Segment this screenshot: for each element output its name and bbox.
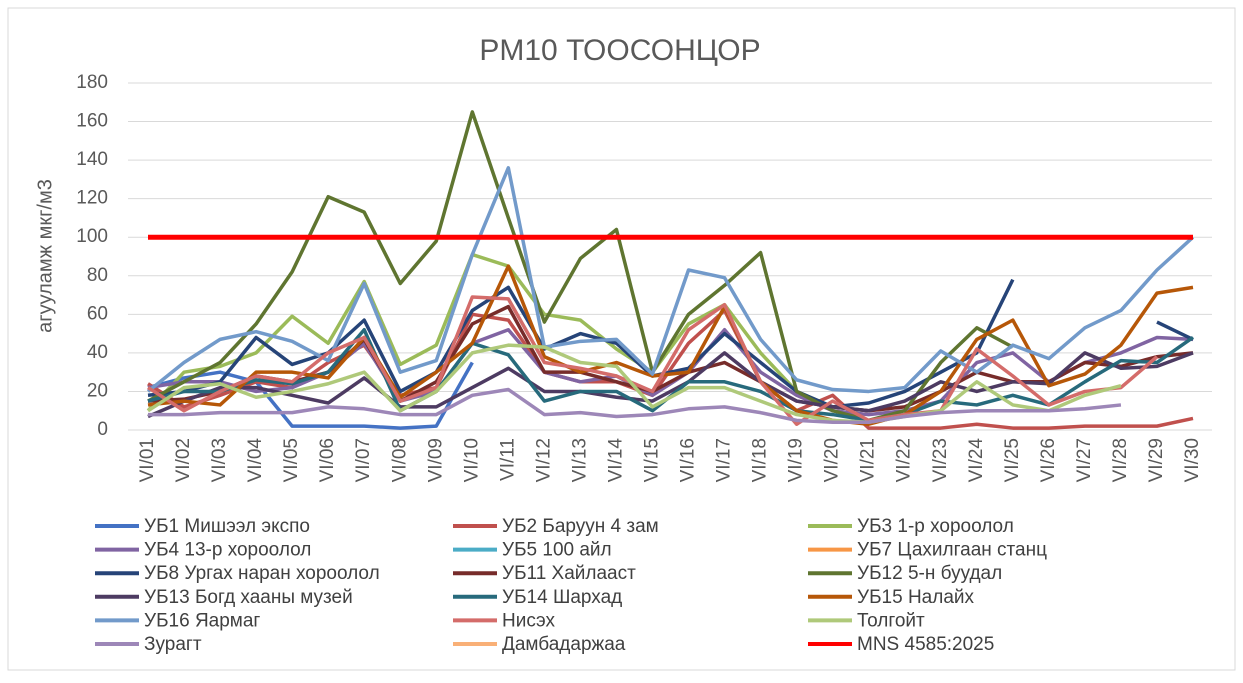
x-tick-label: VI/06 xyxy=(317,438,338,482)
series-line xyxy=(147,308,1194,430)
legend-label: УБ16 Яармаг xyxy=(144,610,260,631)
y-tick-label: 20 xyxy=(87,380,108,401)
series-line xyxy=(147,264,1194,426)
y-tick-label: 100 xyxy=(76,226,108,247)
x-tick-label: VI/23 xyxy=(930,438,951,482)
x-tick-label: VI/09 xyxy=(425,438,446,482)
x-tick-label: VI/18 xyxy=(750,438,771,482)
legend-label: Зурагт xyxy=(144,634,202,655)
x-tick-label: VI/12 xyxy=(533,438,554,482)
x-tick-label: VI/15 xyxy=(641,438,662,482)
x-tick-label: VI/26 xyxy=(1038,438,1059,482)
series-line xyxy=(1156,320,1194,341)
x-tick-label: VI/11 xyxy=(497,438,518,481)
x-tick-label: VI/04 xyxy=(245,438,266,483)
legend-label: УБ13 Богд хааны музей xyxy=(144,587,353,608)
legend-label: Нисэх xyxy=(502,610,556,631)
legend-label: УБ14 Шархад xyxy=(502,587,622,608)
legend-label: Толгойт xyxy=(857,610,925,631)
x-tick-label: VI/30 xyxy=(1182,438,1203,482)
y-tick-label: 0 xyxy=(97,419,108,440)
series-line xyxy=(147,343,1122,425)
x-tick-label: VI/19 xyxy=(786,438,807,482)
chart-title: PM10 ТООСОНЦОР xyxy=(479,34,760,67)
y-tick-label: 180 xyxy=(76,72,108,93)
x-tick-label: VI/13 xyxy=(569,438,590,482)
y-axis-label: агууламж мкг/м3 xyxy=(34,179,56,333)
x-tick-label: VI/28 xyxy=(1110,438,1131,482)
x-tick-label: VI/05 xyxy=(281,438,302,482)
x-tick-label: VI/20 xyxy=(822,438,843,482)
x-tick-label: VI/08 xyxy=(389,438,410,482)
x-tick-label: VI/01 xyxy=(137,438,158,482)
legend-label: УБ8 Ургах наран хороолол xyxy=(144,563,380,584)
x-tick-label: VI/07 xyxy=(353,438,374,482)
legend-label: УБ12 5-н буудал xyxy=(857,563,1002,584)
y-tick-label: 40 xyxy=(87,342,108,363)
legend-label: MNS 4585:2025 xyxy=(857,634,994,655)
x-tick-label: VI/03 xyxy=(209,438,230,482)
y-tick-label: 140 xyxy=(76,149,108,170)
legend-label: УБ7 Цахилгаан станц xyxy=(857,540,1047,561)
chart-border xyxy=(7,7,1236,671)
series-line xyxy=(147,295,1159,426)
y-tick-label: 60 xyxy=(87,303,108,324)
x-tick-label: VI/02 xyxy=(173,438,194,482)
legend-label: УБ1 Мишээл экспо xyxy=(144,516,310,537)
x-tick-label: VI/16 xyxy=(678,438,699,482)
x-tick-label: VI/25 xyxy=(1002,438,1023,482)
x-tick-label: VI/22 xyxy=(894,438,915,482)
x-tick-label: VI/14 xyxy=(605,438,626,483)
legend-label: УБ5 100 айл xyxy=(502,540,612,561)
legend-label: УБ11 Хайлааст xyxy=(502,563,636,584)
x-tick-label: VI/17 xyxy=(714,438,735,482)
series-line xyxy=(147,361,474,430)
y-tick-label: 160 xyxy=(76,111,108,132)
x-tick-label: VI/29 xyxy=(1146,438,1167,482)
legend-label: УБ4 13-р хороолол xyxy=(144,540,311,561)
x-tick-label: VI/24 xyxy=(966,438,987,483)
y-tick-label: 120 xyxy=(76,188,108,209)
legend-label: УБ2 Баруун 4 зам xyxy=(502,516,659,537)
legend-label: Дамбадаржаа xyxy=(502,634,626,655)
x-tick-label: VI/21 xyxy=(858,438,879,482)
x-tick-label: VI/10 xyxy=(461,438,482,482)
legend-label: УБ3 1-р хороолол xyxy=(857,516,1014,537)
y-tick-label: 80 xyxy=(87,265,108,286)
series-line xyxy=(147,278,1015,409)
legend-label: УБ15 Налайх xyxy=(857,587,975,608)
x-tick-label: VI/27 xyxy=(1074,438,1095,482)
series-line xyxy=(148,387,1122,425)
